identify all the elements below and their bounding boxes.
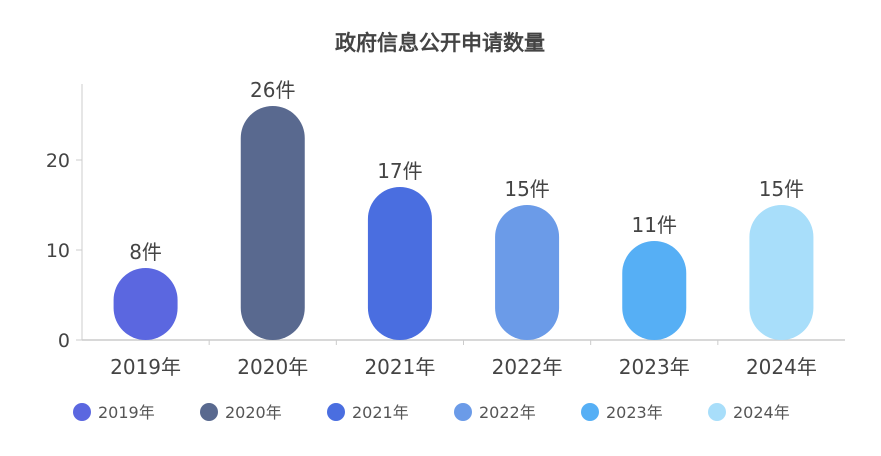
data-label: 26件: [250, 78, 295, 102]
bars: [113, 106, 814, 340]
legend-item-2024年[interactable]: 2024年: [708, 403, 790, 422]
bar-2021年[interactable]: [367, 187, 432, 340]
x-tick-label: 2021年: [364, 355, 435, 379]
data-label: 15件: [504, 177, 549, 201]
x-tick-label: 2020年: [237, 355, 308, 379]
y-tick-label: 0: [58, 330, 70, 352]
legend-marker: [708, 403, 726, 421]
legend-label: 2023年: [606, 403, 663, 422]
x-tick-label: 2019年: [110, 355, 181, 379]
chart-title: 政府信息公开申请数量: [335, 31, 545, 55]
bar-2023年[interactable]: [622, 241, 687, 340]
legend-marker: [581, 403, 599, 421]
legend-label: 2019年: [98, 403, 155, 422]
legend-marker: [454, 403, 472, 421]
legend[interactable]: 2019年 2020年 2021年 2022年 2023年 2024年: [73, 403, 790, 422]
axes: 0 10 20 2019年 2020年 2021年 2022年 2023年 2024年: [46, 84, 845, 379]
data-label: 15件: [759, 177, 804, 201]
x-tick-label: 2023年: [619, 355, 690, 379]
bar-2024年[interactable]: [749, 205, 814, 340]
legend-marker: [327, 403, 345, 421]
legend-item-2021年[interactable]: 2021年: [327, 403, 409, 422]
legend-marker: [73, 403, 91, 421]
data-label: 17件: [377, 159, 422, 183]
y-tick-label: 10: [46, 240, 70, 262]
data-labels: 8件 26件 17件 15件 11件 15件: [129, 78, 804, 264]
x-tick-label: 2022年: [492, 355, 563, 379]
x-tick-label: 2024年: [746, 355, 817, 379]
y-tick-label: 20: [46, 150, 70, 172]
legend-marker: [200, 403, 218, 421]
legend-label: 2021年: [352, 403, 409, 422]
legend-item-2023年[interactable]: 2023年: [581, 403, 663, 422]
legend-label: 2022年: [479, 403, 536, 422]
legend-item-2020年[interactable]: 2020年: [200, 403, 282, 422]
data-label: 11件: [632, 213, 677, 237]
legend-label: 2024年: [733, 403, 790, 422]
data-label: 8件: [129, 240, 162, 264]
bar-2020年[interactable]: [240, 106, 305, 340]
bar-2019年[interactable]: [113, 268, 178, 340]
legend-item-2019年[interactable]: 2019年: [73, 403, 155, 422]
legend-label: 2020年: [225, 403, 282, 422]
legend-item-2022年[interactable]: 2022年: [454, 403, 536, 422]
bar-2022年[interactable]: [495, 205, 560, 340]
